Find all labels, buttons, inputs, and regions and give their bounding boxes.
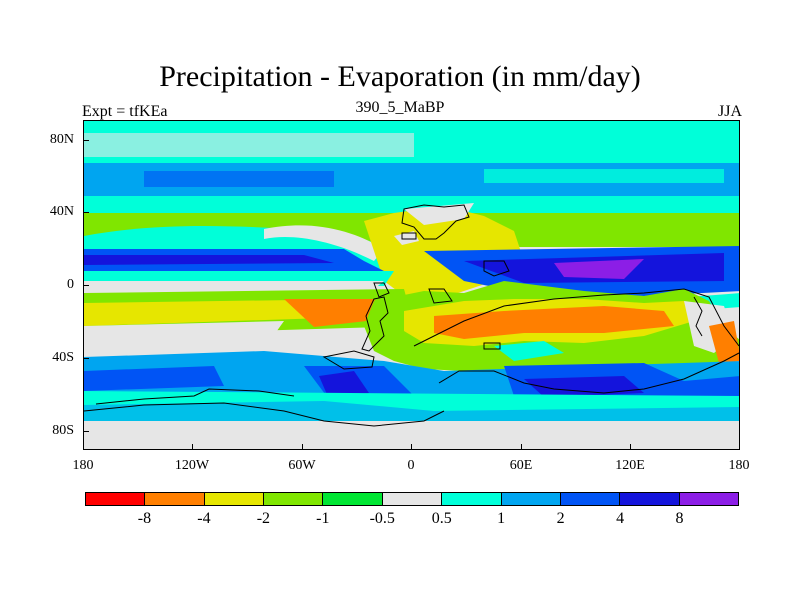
colorbar-segment-1 [145, 493, 205, 505]
colorbar-label-2: -2 [256, 510, 271, 527]
region-pacific-dry-streak [264, 225, 384, 261]
region-south-pacific-orange [284, 299, 384, 327]
lat-tick-40s [83, 358, 89, 359]
colorbar [85, 492, 739, 506]
lon-tick-60e [521, 444, 522, 450]
colorbar-label-3: -1 [316, 510, 330, 527]
lat-tick-80s [83, 431, 89, 432]
lat-tick-80n [83, 140, 89, 141]
lat-label-40s: 40S [52, 350, 74, 365]
lat-label-80n: 80N [49, 132, 74, 147]
colorbar-segment-3 [264, 493, 324, 505]
lon-tick-60w [302, 444, 303, 450]
colorbar-segment-7 [501, 493, 561, 505]
region-north-asia-cyan [484, 169, 724, 183]
lon-tick-180w [83, 444, 84, 450]
colorbar-segment-8 [560, 493, 621, 505]
lon-label-120w: 120W [174, 458, 210, 473]
colorbar-label-0: -8 [137, 510, 152, 527]
region-south-core-center [319, 371, 369, 399]
lat-tick-0 [83, 285, 89, 286]
colorbar-label-8: 4 [616, 510, 625, 527]
colorbar-segment-4 [323, 493, 383, 505]
lon-label-0: 0 [407, 458, 415, 473]
colorbar-segment-2 [204, 493, 265, 505]
lon-label-180w: 180 [72, 458, 94, 473]
region-east-orange-patch [709, 321, 739, 363]
lon-tick-120w [192, 444, 193, 450]
precip-evap-map [83, 120, 740, 450]
lat-label-0: 0 [67, 277, 74, 292]
lon-label-120e: 120E [615, 458, 645, 473]
colorbar-label-6: 1 [497, 510, 506, 527]
lon-tick-180e [739, 444, 740, 450]
region-small-grey-box [394, 231, 419, 245]
region-south-blue-west [84, 366, 224, 391]
lat-label-40n: 40N [49, 204, 74, 219]
region-gondwana-orange [434, 306, 674, 339]
region-itcz-west-core [84, 255, 334, 265]
lon-tick-0 [411, 444, 412, 450]
region-equator-grey-west [84, 281, 384, 291]
colorbar-segment-10 [679, 493, 738, 505]
experiment-label: Expt = tfKEa [82, 103, 168, 120]
colorbar-label-5: 0.5 [431, 510, 452, 527]
coastlines [84, 204, 739, 427]
lat-label-80s: 80S [52, 423, 74, 438]
colorbar-segment-9 [620, 493, 680, 505]
lat-tick-40n [83, 212, 89, 213]
colorbar-label-4: -0.5 [369, 510, 395, 527]
region-monsoon-max [554, 259, 644, 279]
lon-tick-120e [630, 444, 631, 450]
colorbar-label-1: -4 [197, 510, 211, 527]
region-inland-cyan [494, 341, 564, 361]
region-south-grey-west [84, 321, 284, 357]
lon-label-180e: 180 [728, 458, 750, 473]
season-label: JJA [717, 103, 742, 120]
region-antarctic-grey [84, 421, 739, 449]
colorbar-label-9: 8 [675, 510, 684, 527]
region-north-grey-west [84, 133, 414, 157]
region-midlat-cyan [84, 196, 739, 214]
map-title: Precipitation - Evaporation (in mm/day) [159, 60, 641, 93]
lon-label-60e: 60E [509, 458, 533, 473]
colorbar-segment-0 [86, 493, 146, 505]
colorbar-segment-6 [442, 493, 502, 505]
lon-label-60w: 60W [288, 458, 316, 473]
time-label: 390_5_MaBP [355, 99, 445, 116]
region-laurasia-grey [404, 203, 474, 225]
colorbar-segment-5 [382, 493, 443, 505]
region-north-pacific-blue [144, 171, 334, 187]
colorbar-label-7: 2 [556, 510, 565, 527]
